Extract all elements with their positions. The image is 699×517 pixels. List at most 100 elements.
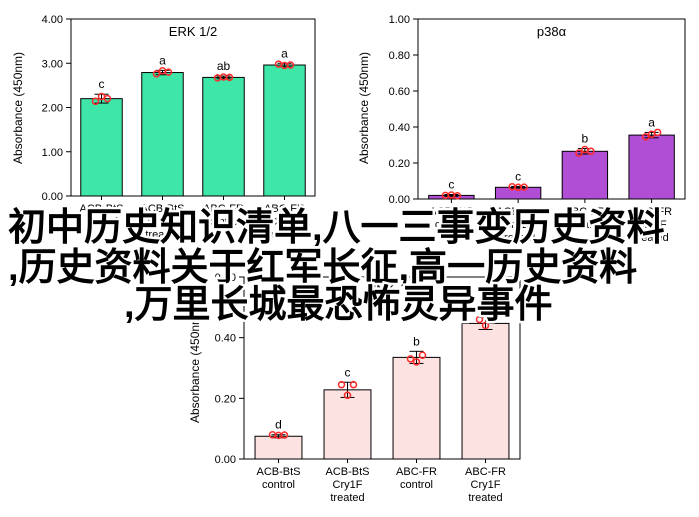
chart-panel-jnk: JNK Absorbance (450nm) 0.00 0.20 0.40 0.60 d AC… — [188, 272, 521, 504]
bar — [323, 389, 372, 460]
overlay-line-3: ,万里长城最恐怖灵异事件 — [124, 284, 553, 326]
bar — [254, 435, 303, 460]
y-tick-label: 0.60 — [389, 86, 410, 98]
data-point — [653, 128, 662, 137]
y-tick-label: 1.00 — [389, 14, 410, 26]
x-tick-label: Cry1F — [503, 219, 533, 231]
y-tick-label: 0.80 — [389, 50, 410, 62]
significance-letter: a — [281, 46, 288, 60]
y-tick-label: 0.40 — [215, 333, 236, 345]
bar — [461, 322, 510, 460]
x-tick-label: ACB-BtS — [79, 203, 123, 215]
y-tick-label: 2.00 — [42, 103, 63, 115]
x-tick-label: control — [435, 219, 468, 231]
x-tick-label: control — [207, 216, 240, 228]
significance-letter: c — [448, 178, 454, 192]
x-tick-label: ABC-FR — [203, 203, 244, 215]
data-point — [164, 68, 173, 76]
overlay-line-2: ,历史资料关于红军长征,高一历史资料 — [8, 247, 637, 289]
data-point — [337, 380, 346, 389]
data-point — [575, 149, 583, 157]
data-point — [91, 97, 100, 106]
chart-title: p38α — [537, 24, 567, 39]
data-point — [225, 73, 234, 82]
x-tick-label: Cry1F — [471, 479, 501, 491]
significance-letter: c — [99, 77, 105, 91]
significance-letter: ab — [217, 59, 231, 73]
y-tick-label: 0.40 — [389, 122, 410, 134]
data-point — [475, 315, 484, 324]
significance-letter: a — [482, 300, 489, 314]
x-tick-label: ACB-BtS — [429, 206, 473, 218]
bar — [392, 356, 441, 460]
data-point — [487, 315, 496, 323]
data-point — [152, 70, 161, 78]
x-tick-label: ABC-FR — [631, 206, 672, 218]
x-tick-label: Cry1F — [148, 216, 178, 228]
bar — [628, 134, 675, 200]
y-tick-label: 0.00 — [389, 194, 410, 206]
x-tick-label: ABC-FR — [264, 203, 305, 215]
x-tick-label: Cry1F — [637, 219, 667, 231]
data-point — [343, 391, 352, 400]
x-tick-label: control — [568, 219, 601, 231]
y-axis-label: Absorbance (450nm) — [11, 52, 25, 164]
x-tick-label: treated — [267, 229, 301, 241]
data-point — [418, 351, 427, 360]
bar — [561, 150, 609, 200]
x-tick-label: treated — [468, 492, 502, 504]
data-point — [349, 380, 358, 389]
x-tick-label: control — [262, 479, 295, 491]
y-tick-label: 0.00 — [215, 454, 236, 466]
chart-title: JNK — [370, 282, 395, 297]
data-point — [453, 192, 462, 200]
x-tick-label: ACB-BtS — [496, 206, 540, 218]
chart-panel-p38: p38α Absorbance (450nm) 0.00 0.20 0.40 0.60 0.… — [357, 14, 686, 244]
plot-frame — [417, 18, 686, 200]
bar — [263, 64, 306, 197]
x-tick-label: Cry1F — [270, 216, 300, 228]
y-tick-label: 3.00 — [42, 58, 63, 70]
significance-letter: d — [275, 418, 282, 432]
bar — [494, 186, 542, 200]
x-tick-label: Cry1F — [333, 479, 363, 491]
data-point — [481, 321, 490, 330]
y-tick-label: 1.00 — [42, 147, 63, 159]
x-tick-label: treated — [145, 229, 179, 241]
x-tick-label: ABC-FR — [465, 466, 506, 478]
y-axis-label: Absorbance (450nm) — [188, 311, 202, 423]
data-point — [280, 431, 289, 439]
y-axis-label: Absorbance (450nm) — [357, 52, 371, 164]
overlay-line-1: 初中历史知识清单,八一三事变历史资料 — [8, 207, 665, 249]
significance-letter: c — [345, 365, 351, 379]
y-tick-label: 0.20 — [215, 393, 236, 405]
significance-letter: a — [648, 115, 655, 129]
data-point — [641, 133, 650, 141]
x-tick-label: control — [85, 216, 118, 228]
significance-letter: b — [582, 132, 589, 146]
bar — [80, 98, 123, 197]
significance-letter: c — [515, 169, 521, 183]
significance-letter: a — [159, 53, 166, 67]
x-tick-label: ABC-FR — [564, 206, 605, 218]
y-tick-label: 0.20 — [389, 158, 410, 170]
bar — [141, 72, 184, 197]
x-tick-label: treated — [330, 492, 364, 504]
overlay-caption: 初中历史知识清单,八一三事变历史资料 ,历史资料关于红军长征,高一历史资料 ,万… — [6, 205, 668, 329]
significance-letter: b — [413, 334, 420, 348]
x-tick-label: treated — [501, 232, 535, 244]
y-tick-label: 0.60 — [215, 272, 236, 284]
x-tick-label: ACB-BtS — [325, 466, 369, 478]
bar — [202, 76, 245, 197]
data-point — [286, 61, 295, 69]
chart-title: ERK 1/2 — [169, 24, 217, 39]
plot-frame — [243, 276, 521, 460]
data-point — [587, 147, 595, 156]
data-point — [103, 94, 112, 103]
data-point — [412, 358, 421, 366]
x-tick-label: ABC-FR — [396, 466, 437, 478]
x-tick-label: control — [400, 479, 433, 491]
y-tick-label: 4.00 — [42, 14, 63, 26]
chart-panel-erk: ERK 1/2 Absorbance (450nm) 0.00 1.00 2.00 3.0… — [11, 14, 316, 241]
